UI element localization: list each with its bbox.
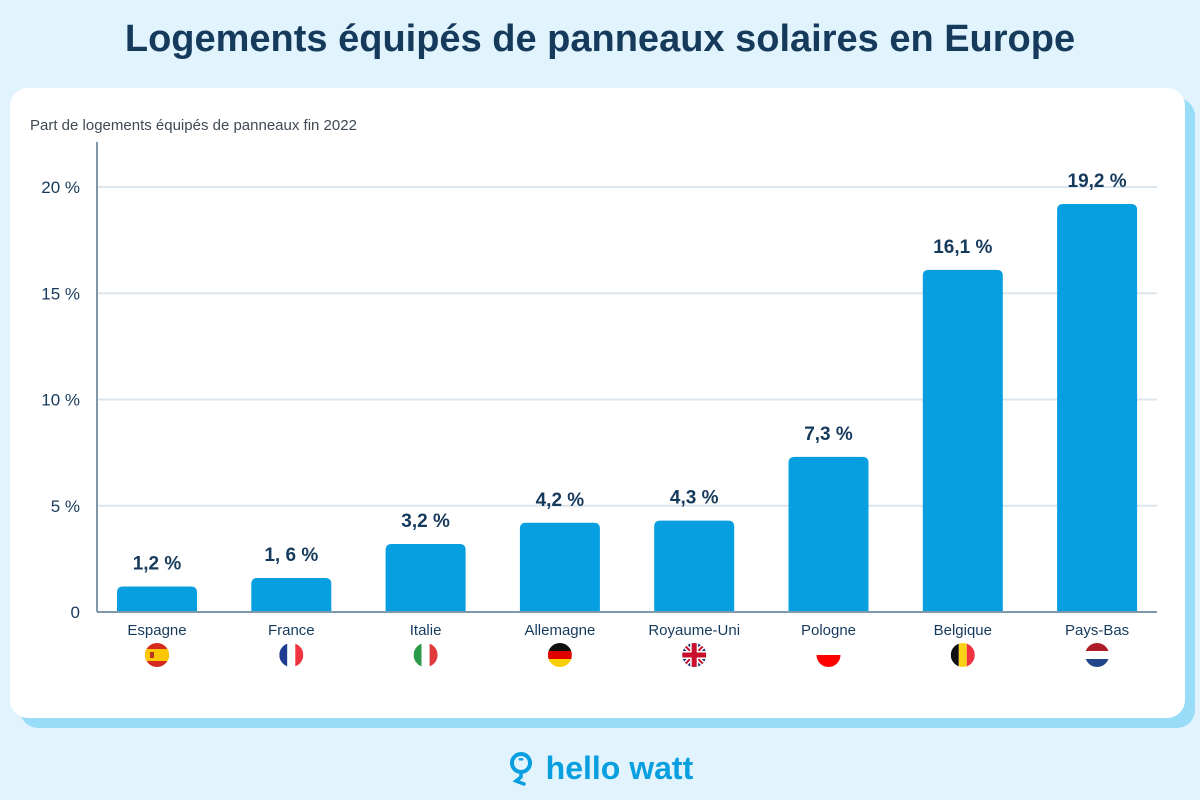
x-tick-label: Italie (410, 622, 442, 639)
y-tick-label: 20 % (41, 178, 80, 197)
y-tick-label: 15 % (41, 284, 80, 303)
data-label: 4,2 % (536, 490, 585, 511)
x-tick-label: Royaume-Uni (648, 622, 740, 639)
poland-flag-icon (816, 643, 841, 667)
belgium-flag-icon (950, 643, 975, 667)
spain-flag-icon (145, 643, 169, 667)
y-tick-label: 5 % (51, 497, 80, 516)
data-label: 7,3 % (804, 424, 853, 445)
data-label: 4,3 % (670, 488, 719, 509)
x-tick-label: Belgique (934, 622, 992, 639)
bar (1057, 204, 1138, 612)
bar (788, 456, 869, 612)
bar (251, 578, 332, 612)
y-tick-label: 10 % (41, 391, 80, 410)
lightbulb-icon (509, 751, 532, 786)
data-label: 16,1 % (933, 237, 992, 258)
data-label: 1, 6 % (264, 545, 318, 566)
x-tick-label: Espagne (127, 622, 186, 639)
data-label: 19,2 % (1068, 171, 1127, 192)
bar (922, 269, 1003, 612)
y-tick-label: 0 (71, 603, 80, 622)
brand-name: hello watt (545, 750, 694, 787)
x-tick-label: Pologne (801, 622, 856, 639)
brand-logo: hello watt (0, 748, 1200, 787)
netherlands-flag-icon (1085, 643, 1110, 667)
bar (385, 544, 466, 612)
chart-subtitle: Part de logements équipés de panneaux fi… (30, 117, 357, 134)
data-label: 3,2 % (401, 511, 450, 532)
bar (519, 522, 600, 612)
page-title: Logements équipés de panneaux solaires e… (124, 18, 1076, 60)
bar (654, 520, 735, 612)
uk-flag-icon (682, 643, 707, 667)
x-tick-label: France (268, 622, 315, 639)
data-label: 1,2 % (133, 554, 182, 575)
italy-flag-icon (413, 643, 438, 667)
x-tick-label: Allemagne (524, 622, 595, 639)
germany-flag-icon (547, 643, 572, 667)
france-flag-icon (279, 643, 304, 667)
bar (117, 586, 197, 612)
x-tick-label: Pays-Bas (1065, 622, 1129, 639)
